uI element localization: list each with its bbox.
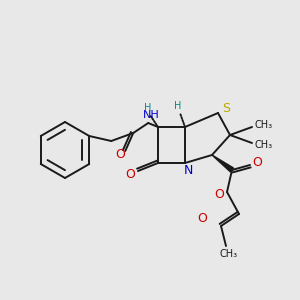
Text: O: O	[214, 188, 224, 202]
Text: CH₃: CH₃	[220, 249, 238, 259]
Text: O: O	[252, 157, 262, 169]
Text: CH₃: CH₃	[255, 120, 273, 130]
Text: CH₃: CH₃	[255, 140, 273, 150]
Text: NH: NH	[143, 110, 160, 120]
Text: O: O	[125, 169, 135, 182]
Polygon shape	[212, 155, 233, 172]
Text: H: H	[144, 103, 152, 113]
Text: S: S	[222, 101, 230, 115]
Text: H: H	[174, 101, 182, 111]
Text: O: O	[115, 148, 125, 161]
Text: O: O	[197, 212, 207, 224]
Text: N: N	[183, 164, 193, 178]
